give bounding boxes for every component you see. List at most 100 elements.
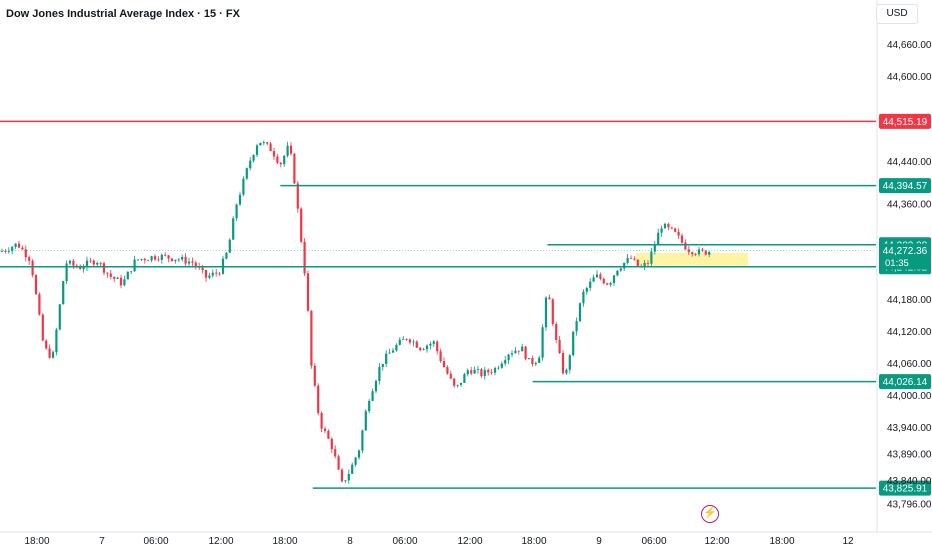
candle-body-137 <box>466 370 469 375</box>
candle-body-202 <box>687 249 690 253</box>
currency-button[interactable]: USD <box>876 4 918 24</box>
candle-body-48 <box>164 254 167 256</box>
y-tick-label-2: 44,440.00 <box>887 157 932 168</box>
candle-body-0 <box>0 250 4 252</box>
candle-body-75 <box>255 145 259 155</box>
candle-body-37 <box>126 271 129 280</box>
lightning-bolt-icon[interactable]: ⚡ <box>701 505 719 523</box>
candle-body-62 <box>211 272 214 276</box>
candle-body-112 <box>381 363 384 367</box>
candle-body-40 <box>136 259 140 261</box>
candle-body-3 <box>11 246 14 251</box>
y-tick-label-5: 44,120.00 <box>887 327 932 338</box>
candle-body-79 <box>269 143 272 152</box>
candle-body-180 <box>612 275 616 283</box>
candle-body-88 <box>300 208 303 242</box>
candle-body-5 <box>17 243 21 248</box>
price-level-tag-4 <box>879 374 931 390</box>
y-tick-label-10: 43,840.00 <box>887 476 932 487</box>
candle-body-157 <box>534 362 537 365</box>
candle-body-134 <box>456 384 459 386</box>
candle-body-35 <box>119 277 123 286</box>
candle-body-120 <box>408 339 412 343</box>
candle-body-106 <box>361 430 364 451</box>
candle-body-87 <box>296 183 299 209</box>
candle-body-17 <box>58 304 61 330</box>
candle-body-97 <box>330 438 333 450</box>
candle-body-168 <box>572 331 575 356</box>
x-tick-label-10: 06:00 <box>641 536 666 547</box>
candle-body-199 <box>677 231 680 236</box>
x-tick-label-5: 8 <box>347 536 353 547</box>
last-price-label: 44,272.36 <box>883 246 928 257</box>
candle-body-6 <box>21 247 24 250</box>
candle-body-83 <box>283 155 286 165</box>
candle-body-122 <box>415 341 418 348</box>
chart-title: Dow Jones Industrial Average Index · 15 … <box>6 8 240 20</box>
candle-body-194 <box>660 228 663 233</box>
candle-body-9 <box>31 260 34 276</box>
candle-body-161 <box>548 297 551 300</box>
candle-body-135 <box>459 382 463 385</box>
candle-body-50 <box>170 258 174 261</box>
candle-body-185 <box>629 257 633 259</box>
price-level-tag-1 <box>879 178 931 194</box>
price-level-label-4: 44,026.14 <box>883 377 928 388</box>
x-tick-label-9: 9 <box>596 536 602 547</box>
candle-body-70 <box>238 194 242 205</box>
candle-body-131 <box>446 367 449 374</box>
candle-body-159 <box>541 327 544 358</box>
candle-body-132 <box>449 373 452 379</box>
candle-body-125 <box>425 345 429 350</box>
candle-body-130 <box>442 361 446 368</box>
candle-body-152 <box>517 350 520 352</box>
candle-body-149 <box>507 354 510 361</box>
candle-body-109 <box>371 391 374 401</box>
x-tick-label-1: 7 <box>99 536 105 547</box>
candle-body-39 <box>133 259 136 272</box>
candle-body-46 <box>157 259 160 261</box>
candle-body-140 <box>476 369 480 370</box>
candle-body-174 <box>592 277 595 282</box>
candle-body-99 <box>337 456 340 470</box>
candle-body-55 <box>187 261 191 264</box>
candle-body-181 <box>616 270 619 276</box>
candle-body-205 <box>697 249 701 255</box>
x-tick-label-11: 12:00 <box>704 536 729 547</box>
candle-body-189 <box>643 262 646 267</box>
candle-body-43 <box>147 260 150 262</box>
candle-body-104 <box>354 457 357 465</box>
candle-body-206 <box>701 249 704 251</box>
candle-body-153 <box>521 346 524 352</box>
candle-body-103 <box>351 464 354 474</box>
candle-body-93 <box>317 385 320 414</box>
candle-body-136 <box>463 374 466 383</box>
candle-body-154 <box>524 346 527 360</box>
candle-body-10 <box>34 275 38 295</box>
candle-body-145 <box>493 368 497 373</box>
candle-body-63 <box>215 272 218 274</box>
candle-body-92 <box>313 365 316 386</box>
x-tick-label-13: 12 <box>842 536 854 547</box>
last-price-tag <box>879 243 931 270</box>
y-tick-label-3: 44,360.00 <box>887 199 932 210</box>
price-level-label-5: 43,825.91 <box>883 484 928 495</box>
candle-body-26 <box>89 260 92 262</box>
candle-body-77 <box>262 142 265 144</box>
candle-body-20 <box>68 260 72 264</box>
candle-body-60 <box>204 270 208 278</box>
x-tick-label-6: 06:00 <box>392 536 417 547</box>
candle-body-150 <box>510 353 514 355</box>
price-level-tag-0 <box>879 113 931 129</box>
candle-body-121 <box>412 341 415 343</box>
candle-body-126 <box>429 343 432 346</box>
candle-body-169 <box>575 321 578 332</box>
candle-body-178 <box>606 283 609 285</box>
candle-body-54 <box>184 256 187 264</box>
candle-body-15 <box>51 352 55 358</box>
candle-body-160 <box>544 297 548 328</box>
candle-body-81 <box>276 156 279 163</box>
candle-body-141 <box>480 369 483 377</box>
candle-body-172 <box>585 287 588 292</box>
